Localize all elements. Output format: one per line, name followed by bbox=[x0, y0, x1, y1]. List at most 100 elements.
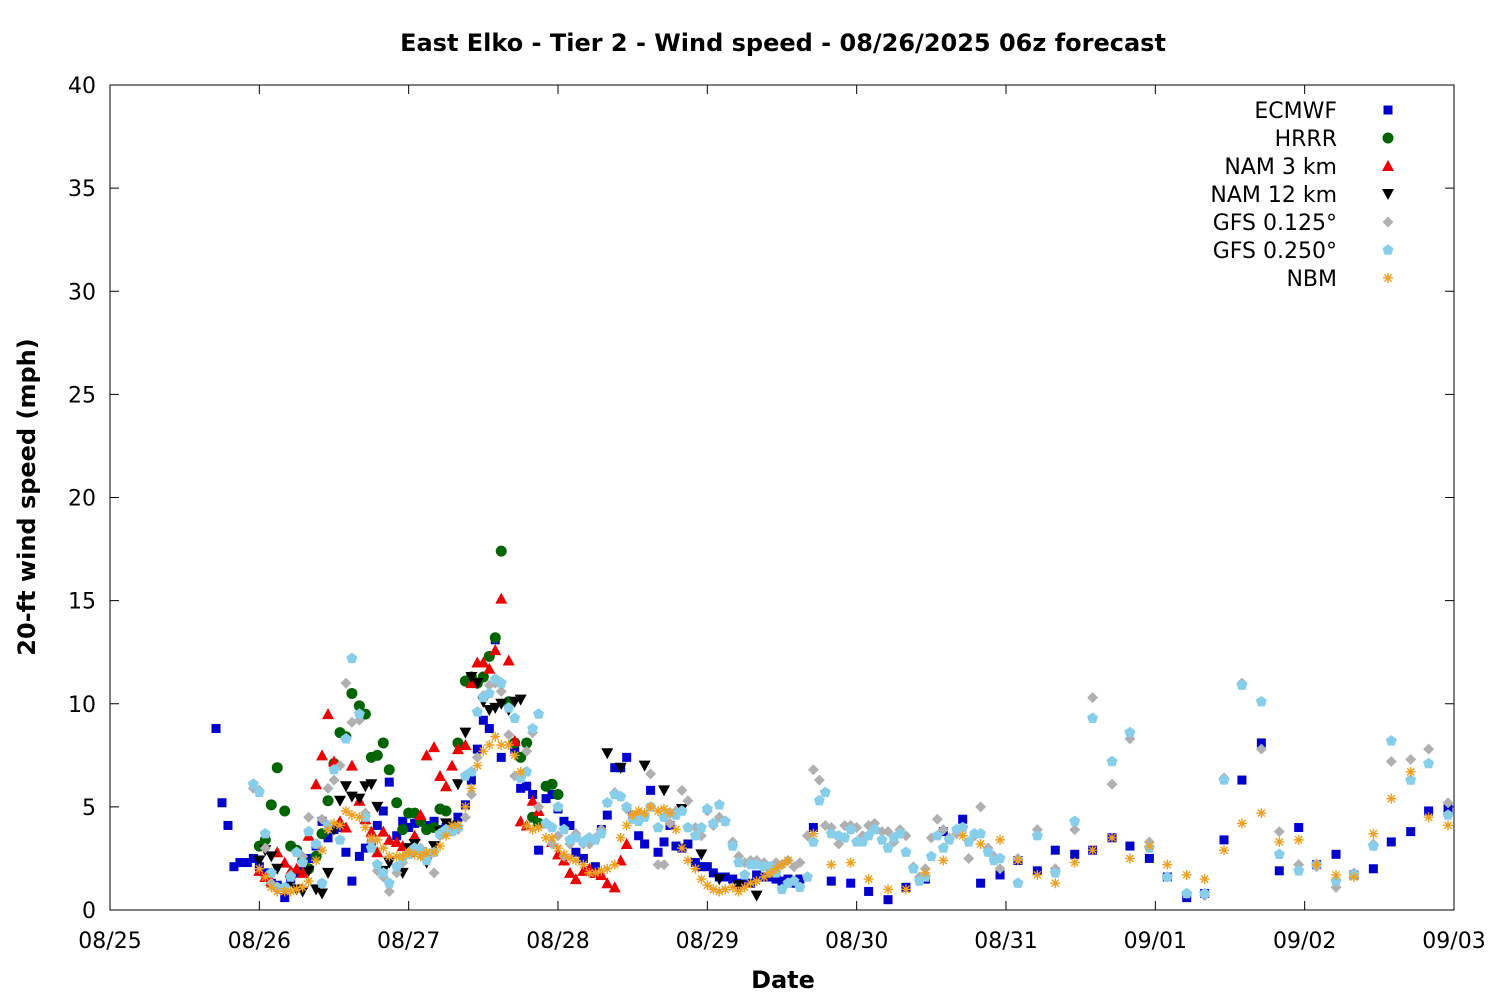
data-point bbox=[291, 884, 302, 895]
data-point bbox=[271, 863, 284, 875]
data-point bbox=[296, 866, 309, 878]
legend-marker bbox=[1382, 132, 1394, 144]
data-point bbox=[602, 863, 613, 874]
data-point bbox=[421, 854, 433, 866]
data-point bbox=[1442, 797, 1454, 809]
data-point bbox=[739, 882, 750, 893]
data-point bbox=[451, 779, 464, 791]
data-point bbox=[371, 846, 384, 858]
data-point bbox=[266, 882, 277, 893]
data-point bbox=[578, 859, 589, 870]
data-point bbox=[340, 806, 351, 816]
data-point bbox=[819, 786, 831, 798]
x-axis-label: Date bbox=[751, 966, 815, 994]
data-point bbox=[328, 764, 340, 775]
data-point bbox=[975, 827, 987, 839]
data-point bbox=[490, 731, 501, 742]
data-point bbox=[547, 790, 557, 799]
data-point bbox=[341, 847, 351, 857]
data-point bbox=[528, 790, 538, 799]
data-point bbox=[421, 847, 432, 858]
y-axis: 0 5 10 15 20 25 30 35 40 bbox=[68, 74, 1454, 924]
data-point bbox=[345, 759, 358, 771]
data-point bbox=[346, 687, 358, 699]
x-tick-label: 08/28 bbox=[526, 929, 589, 954]
data-point bbox=[1274, 836, 1285, 847]
data-point bbox=[1424, 806, 1434, 816]
data-point bbox=[1385, 735, 1397, 746]
data-point bbox=[1218, 774, 1230, 785]
data-point bbox=[614, 762, 627, 774]
data-point bbox=[658, 859, 670, 871]
data-point bbox=[377, 825, 390, 837]
data-point bbox=[533, 801, 545, 813]
data-point bbox=[569, 873, 582, 885]
y-tick-label: 10 bbox=[68, 693, 96, 718]
data-point bbox=[702, 862, 712, 872]
data-point bbox=[676, 843, 687, 854]
x-tick-label: 09/03 bbox=[1422, 929, 1485, 954]
data-point bbox=[460, 801, 471, 812]
data-point bbox=[638, 760, 651, 772]
data-point bbox=[963, 852, 975, 864]
data-point bbox=[503, 729, 515, 741]
data-point bbox=[863, 874, 874, 885]
x-tick-label: 08/31 bbox=[974, 929, 1037, 954]
data-point bbox=[420, 749, 433, 761]
data-point bbox=[739, 869, 751, 880]
data-point bbox=[516, 783, 526, 793]
data-point bbox=[514, 694, 527, 706]
plot-area bbox=[109, 84, 1455, 911]
data-point bbox=[547, 832, 558, 843]
data-point bbox=[876, 834, 888, 845]
data-point bbox=[695, 849, 708, 861]
data-point bbox=[701, 803, 713, 814]
data-point bbox=[1386, 793, 1397, 804]
data-point bbox=[1012, 877, 1024, 888]
data-point bbox=[397, 824, 409, 836]
data-point bbox=[217, 798, 227, 808]
data-point bbox=[690, 863, 701, 874]
data-point bbox=[733, 856, 745, 868]
data-point bbox=[478, 746, 489, 757]
data-point bbox=[466, 775, 476, 785]
data-point bbox=[541, 832, 552, 843]
data-point bbox=[334, 820, 345, 831]
data-point bbox=[322, 782, 334, 794]
data-point bbox=[931, 813, 943, 825]
data-point bbox=[371, 801, 384, 813]
data-point bbox=[621, 820, 632, 831]
data-point bbox=[808, 828, 819, 839]
legend-label: GFS 0.250° bbox=[1213, 239, 1337, 264]
data-point bbox=[622, 752, 632, 762]
data-point bbox=[590, 862, 600, 872]
data-point bbox=[527, 722, 539, 734]
data-point bbox=[429, 847, 440, 858]
data-point bbox=[1087, 845, 1098, 856]
data-point bbox=[384, 851, 395, 862]
data-point bbox=[377, 737, 389, 749]
data-point bbox=[1293, 865, 1305, 876]
y-tick-label: 15 bbox=[68, 590, 96, 615]
data-point bbox=[1181, 869, 1192, 880]
data-point bbox=[371, 858, 383, 870]
data-point bbox=[634, 831, 644, 841]
data-point bbox=[845, 857, 856, 868]
data-point bbox=[384, 777, 394, 787]
data-point bbox=[1181, 887, 1193, 899]
data-point bbox=[615, 790, 627, 802]
data-point bbox=[253, 855, 266, 867]
data-point bbox=[310, 838, 322, 849]
data-point bbox=[521, 737, 533, 749]
data-point bbox=[894, 827, 906, 839]
data-point bbox=[398, 816, 408, 826]
y-tick-label: 35 bbox=[68, 177, 96, 202]
data-point bbox=[1273, 848, 1285, 859]
chart-title: East Elko - Tier 2 - Wind speed - 08/26/… bbox=[400, 29, 1166, 57]
data-point bbox=[297, 882, 308, 893]
x-tick-label: 09/01 bbox=[1124, 929, 1187, 954]
data-point bbox=[615, 832, 626, 843]
data-point bbox=[521, 745, 533, 757]
data-point bbox=[302, 865, 315, 877]
data-point bbox=[614, 854, 627, 866]
